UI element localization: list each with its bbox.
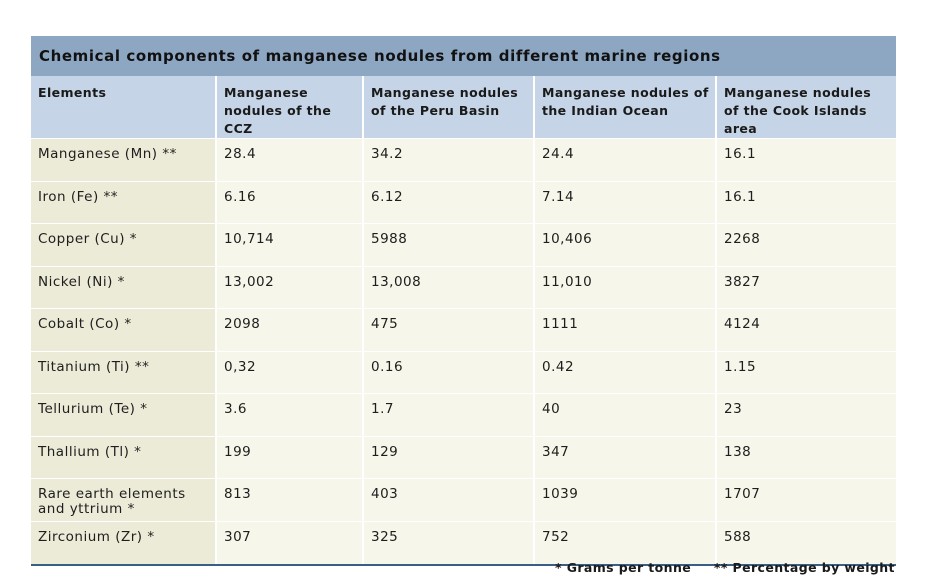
cell-cook-islands: 1707 xyxy=(715,478,896,521)
table-row: Copper (Cu) * 10,714 5988 10,406 2268 xyxy=(31,223,896,266)
cell-ccz: 28.4 xyxy=(215,138,363,181)
cell-peru-basin: 403 xyxy=(362,478,534,521)
element-name: Iron (Fe) ** xyxy=(31,180,216,224)
table-row: Nickel (Ni) * 13,002 13,008 11,010 3827 xyxy=(31,265,896,309)
cell-indian-ocean: 40 xyxy=(533,393,716,436)
table-row: Thallium (Tl) * 199 129 347 138 xyxy=(31,435,896,479)
element-name: Manganese (Mn) ** xyxy=(31,138,216,181)
cell-cook-islands: 16.1 xyxy=(715,180,896,224)
cell-cook-islands: 2268 xyxy=(715,223,896,266)
cell-peru-basin: 0.16 xyxy=(362,350,534,394)
element-name: Titanium (Ti) ** xyxy=(31,350,216,394)
footnote-grams-per-tonne: * Grams per tonne xyxy=(555,560,692,575)
cell-peru-basin: 129 xyxy=(362,435,534,479)
cell-ccz: 199 xyxy=(215,435,363,479)
cell-peru-basin: 13,008 xyxy=(362,265,534,309)
cell-cook-islands: 588 xyxy=(715,520,896,564)
element-name: Copper (Cu) * xyxy=(31,223,216,266)
table-row: Zirconium (Zr) * 307 325 752 588 xyxy=(31,520,896,564)
element-name: Cobalt (Co) * xyxy=(31,308,216,351)
header-cook-islands: Manganese nodules of the Cook Islands ar… xyxy=(715,76,896,139)
element-name: Zirconium (Zr) * xyxy=(31,520,216,564)
cell-cook-islands: 3827 xyxy=(715,265,896,309)
cell-ccz: 0,32 xyxy=(215,350,363,394)
table-row: Iron (Fe) ** 6.16 6.12 7.14 16.1 xyxy=(31,180,896,224)
cell-cook-islands: 1.15 xyxy=(715,350,896,394)
footnotes: * Grams per tonne ** Percentage by weigh… xyxy=(555,560,895,575)
table-row: Rare earth elements and yttrium * 813 40… xyxy=(31,478,896,521)
cell-indian-ocean: 1039 xyxy=(533,478,716,521)
cell-ccz: 10,714 xyxy=(215,223,363,266)
table-row: Manganese (Mn) ** 28.4 34.2 24.4 16.1 xyxy=(31,138,896,181)
element-name: Thallium (Tl) * xyxy=(31,435,216,479)
cell-indian-ocean: 7.14 xyxy=(533,180,716,224)
header-peru-basin: Manganese nodules of the Peru Basin xyxy=(362,76,534,139)
cell-cook-islands: 138 xyxy=(715,435,896,479)
cell-peru-basin: 475 xyxy=(362,308,534,351)
cell-indian-ocean: 11,010 xyxy=(533,265,716,309)
cell-indian-ocean: 752 xyxy=(533,520,716,564)
cell-peru-basin: 34.2 xyxy=(362,138,534,181)
cell-peru-basin: 325 xyxy=(362,520,534,564)
cell-ccz: 6.16 xyxy=(215,180,363,224)
cell-peru-basin: 5988 xyxy=(362,223,534,266)
table-row: Cobalt (Co) * 2098 475 1111 4124 xyxy=(31,308,896,351)
element-name: Nickel (Ni) * xyxy=(31,265,216,309)
cell-indian-ocean: 347 xyxy=(533,435,716,479)
cell-ccz: 13,002 xyxy=(215,265,363,309)
header-ccz: Manganese nodules of the CCZ xyxy=(215,76,363,139)
cell-peru-basin: 6.12 xyxy=(362,180,534,224)
cell-cook-islands: 16.1 xyxy=(715,138,896,181)
element-name: Tellurium (Te) * xyxy=(31,393,216,436)
table-row: Titanium (Ti) ** 0,32 0.16 0.42 1.15 xyxy=(31,350,896,394)
footnote-percentage-by-weight: ** Percentage by weight xyxy=(713,560,895,575)
cell-cook-islands: 23 xyxy=(715,393,896,436)
components-table: Elements Manganese nodules of the CCZ Ma… xyxy=(31,76,896,564)
cell-ccz: 307 xyxy=(215,520,363,564)
table-row: Tellurium (Te) * 3.6 1.7 40 23 xyxy=(31,393,896,436)
header-indian-ocean: Manganese nodules of the Indian Ocean xyxy=(533,76,716,139)
cell-indian-ocean: 1111 xyxy=(533,308,716,351)
cell-ccz: 2098 xyxy=(215,308,363,351)
header-elements: Elements xyxy=(31,76,216,139)
cell-peru-basin: 1.7 xyxy=(362,393,534,436)
header-row: Elements Manganese nodules of the CCZ Ma… xyxy=(31,76,896,139)
cell-indian-ocean: 10,406 xyxy=(533,223,716,266)
cell-ccz: 813 xyxy=(215,478,363,521)
table-title: Chemical components of manganese nodules… xyxy=(31,36,896,76)
table-bottom-rule xyxy=(31,563,896,566)
components-table-block: Chemical components of manganese nodules… xyxy=(31,36,896,566)
element-name: Rare earth elements and yttrium * xyxy=(31,478,216,521)
cell-indian-ocean: 0.42 xyxy=(533,350,716,394)
cell-indian-ocean: 24.4 xyxy=(533,138,716,181)
cell-ccz: 3.6 xyxy=(215,393,363,436)
cell-cook-islands: 4124 xyxy=(715,308,896,351)
